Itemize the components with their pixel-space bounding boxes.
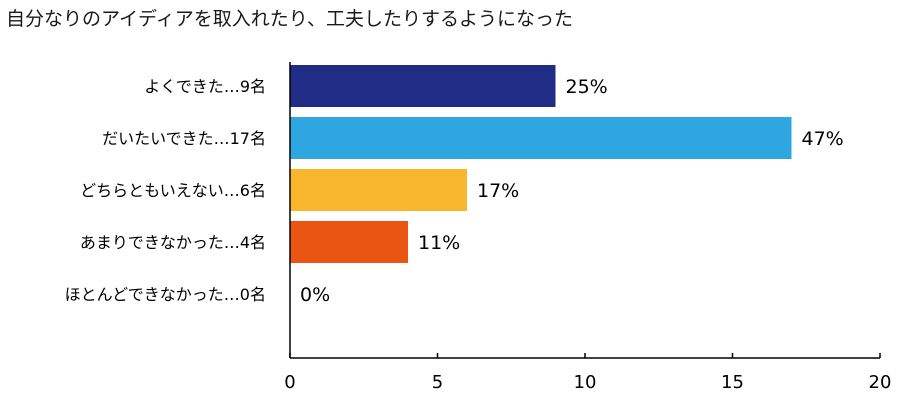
x-tick-label: 10 — [574, 372, 597, 393]
category-label: どちらともいえない…6名 — [80, 181, 266, 200]
chart-title: 自分なりのアイディアを取入れたり、工夫したりするようになった — [6, 8, 573, 30]
percent-label: 25% — [566, 76, 608, 98]
bar-2 — [290, 117, 792, 159]
bar-1 — [290, 65, 556, 107]
category-label: ほとんどできなかった…0名 — [65, 285, 266, 304]
category-label: あまりできなかった…4名 — [80, 233, 266, 252]
x-tick-label: 15 — [721, 372, 744, 393]
category-label: だいたいできた…17名 — [102, 129, 266, 148]
percent-label: 11% — [418, 232, 460, 254]
percent-label: 17% — [477, 180, 519, 202]
percent-label: 47% — [802, 128, 844, 150]
category-label: よくできた…9名 — [144, 77, 266, 96]
bar-3 — [290, 169, 467, 211]
percent-label: 0% — [300, 284, 330, 306]
bar-4 — [290, 221, 408, 263]
x-tick-label: 5 — [432, 372, 443, 393]
x-tick-label: 20 — [869, 372, 892, 393]
x-tick-label: 0 — [284, 372, 295, 393]
